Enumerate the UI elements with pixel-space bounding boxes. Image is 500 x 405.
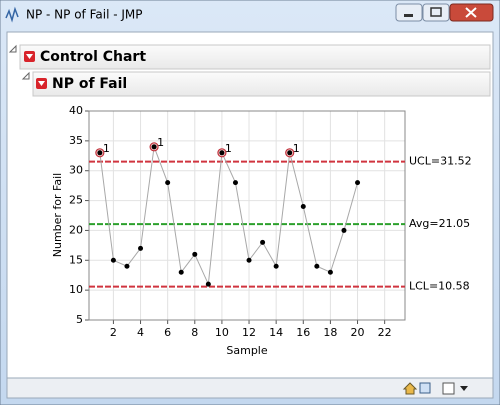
y-tick-label: 15 [69,253,83,266]
disclosure-icon[interactable] [21,71,30,80]
point [300,204,306,210]
point [314,263,320,269]
minimize-button[interactable] [395,3,423,22]
point [151,144,157,150]
limit-label: LCL=10.58 [409,280,470,293]
point-label: 1 [293,142,300,155]
outline-header[interactable]: Control Chart [8,44,491,70]
app-icon [5,6,19,23]
outline-box [32,71,491,97]
outline-title: Control Chart [40,49,146,65]
x-tick-label: 22 [378,326,392,339]
outline-box [19,44,491,70]
y-tick-label: 30 [69,164,83,177]
plot-frame [88,110,406,321]
point [165,180,171,186]
chart: Number for Fail Sample 5 10 15 20 25 30 35 40 2 4… [51,104,472,357]
y-tick-label: 40 [69,104,83,117]
point-label: 1 [103,142,110,155]
y-axis-title: Number for Fail [51,173,64,257]
y-tick-label: 35 [69,134,83,147]
y-tick-label: 5 [76,313,83,326]
outline-subtitle: NP of Fail [52,76,127,92]
point [341,227,347,233]
x-tick-label: 2 [110,326,117,339]
window-title: NP - NP of Fail - JMP [26,8,143,22]
x-tick-label: 20 [351,326,365,339]
maximize-icon [430,7,442,17]
x-tick-label: 4 [137,326,144,339]
point [219,150,225,156]
x-tick-label: 6 [164,326,171,339]
close-icon [465,7,477,18]
outline-subheader[interactable]: NP of Fail [21,71,491,97]
x-tick-label: 18 [323,326,337,339]
x-tick-label: 14 [269,326,283,339]
limit-label: UCL=31.52 [409,155,472,168]
disclosure-icon[interactable] [8,44,17,53]
point [273,263,279,269]
x-tick-label: 10 [215,326,229,339]
menu-icon [38,81,45,86]
point [287,150,293,156]
point-label: 1 [157,136,164,149]
point-label: 1 [225,142,232,155]
point [97,150,103,156]
point [327,269,333,275]
point [260,239,266,245]
status-bar [6,377,494,399]
point [138,245,144,251]
point [178,269,184,275]
point [110,257,116,263]
y-tick-label: 25 [69,194,83,207]
minimize-icon [404,14,413,17]
x-tick-label: 12 [242,326,256,339]
point [355,180,361,186]
y-tick-label: 20 [69,223,83,236]
x-tick-label: 8 [191,326,198,339]
limit-label: Avg=21.05 [409,217,470,230]
menu-icon [26,54,33,59]
status-icons [402,382,468,395]
point [192,251,198,257]
point [246,257,252,263]
point [124,263,130,269]
point [205,281,211,287]
point [232,180,238,186]
series-line [99,146,359,287]
x-axis-title: Sample [226,344,267,357]
y-tick-label: 10 [69,283,83,296]
maximize-button[interactable] [422,3,450,22]
x-tick-label: 16 [296,326,310,339]
